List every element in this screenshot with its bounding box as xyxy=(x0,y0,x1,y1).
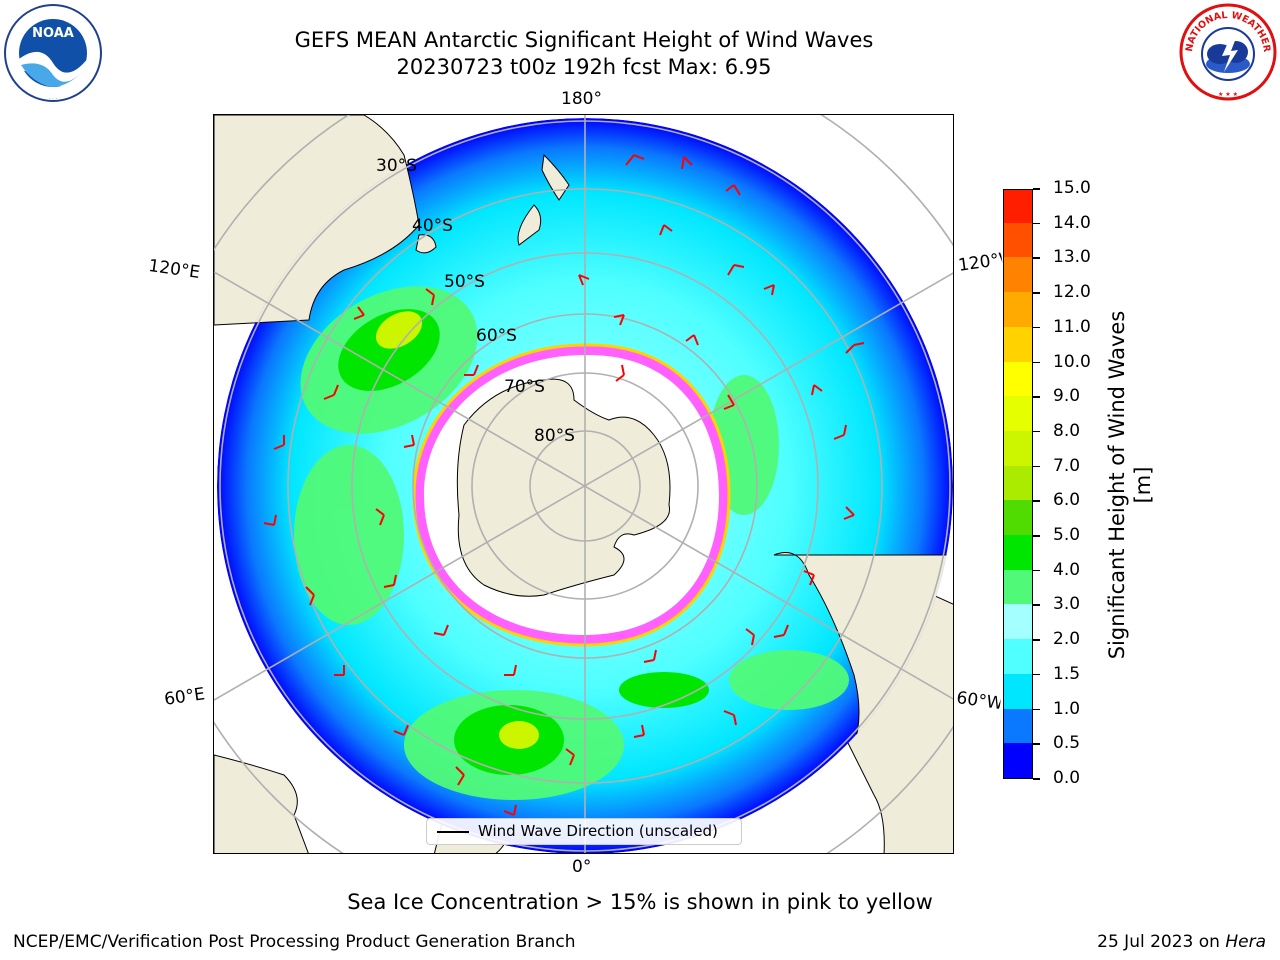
generation-timestamp: 25 Jul 2023 on Hera xyxy=(1097,932,1266,952)
colorbar-tick-label: 15.0 xyxy=(1053,178,1091,198)
colorbar-segment xyxy=(1004,222,1032,258)
colorbar-segment xyxy=(1004,743,1032,778)
colorbar-tick xyxy=(1033,222,1040,225)
colorbar-tick xyxy=(1033,673,1040,676)
colorbar-tick-label: 5.0 xyxy=(1053,525,1081,546)
colorbar-tick-label: 2.0 xyxy=(1053,629,1081,650)
colorbar-tick xyxy=(1033,639,1040,641)
lon-label-0: 0° xyxy=(572,857,592,877)
colorbar-tick xyxy=(1033,535,1040,537)
colorbar-segment xyxy=(1004,673,1032,709)
colorbar-tick-label: 9.0 xyxy=(1053,386,1081,407)
map-title: GEFS MEAN Antarctic Significant Height o… xyxy=(294,28,874,52)
colorbar-tick-label: 0.0 xyxy=(1053,768,1081,788)
producer-credit: NCEP/EMC/Verification Post Processing Pr… xyxy=(13,932,576,952)
colorbar-tick xyxy=(1033,465,1040,468)
map-subtitle: 20230723 t00z 192h fcst Max: 6.95 xyxy=(396,55,772,79)
sea-ice-caption: Sea Ice Concentration > 15% is shown in … xyxy=(347,890,933,914)
colorbar-segment xyxy=(1004,257,1032,293)
lon-label-180: 180° xyxy=(561,89,602,109)
svg-text:★ ★ ★: ★ ★ ★ xyxy=(1218,91,1238,98)
legend-line-icon xyxy=(437,831,469,833)
svg-text:· · ·: · · · xyxy=(49,96,57,102)
new-zealand xyxy=(517,153,570,246)
antarctica xyxy=(456,378,671,597)
colorbar-segment xyxy=(1004,465,1032,501)
colorbar-segment xyxy=(1004,500,1032,536)
colorbar-segment xyxy=(1004,190,1032,223)
colorbar-segment xyxy=(1004,604,1032,640)
wave-6-7m-region xyxy=(375,311,539,749)
colorbar-tick xyxy=(1033,361,1040,364)
colorbar-tick xyxy=(1033,708,1040,711)
colorbar-segment xyxy=(1004,569,1032,605)
map-legend: Wind Wave Direction (unscaled) xyxy=(426,818,742,845)
colorbar-tick xyxy=(1033,396,1040,398)
colorbar-title: Significant Height of Wind Waves [m] xyxy=(1105,310,1155,660)
national-weather-service-logo: NATIONAL WEATHER SERVICE ★ ★ ★ xyxy=(1174,0,1278,102)
colorbar-segment xyxy=(1004,430,1032,466)
host-name: Hera xyxy=(1225,932,1266,952)
colorbar-tick-label: 13.0 xyxy=(1053,247,1091,268)
lat-label-60s: 60°S xyxy=(476,326,517,346)
colorbar-segment xyxy=(1004,708,1032,744)
colorbar-tick-label: 8.0 xyxy=(1053,420,1081,441)
colorbar-segment xyxy=(1004,361,1032,397)
colorbar-tick xyxy=(1033,326,1040,329)
lon-label-60e: 60°E xyxy=(163,684,207,710)
colorbar-tick-label: 7.0 xyxy=(1053,455,1081,476)
lat-label-80s: 80°S xyxy=(534,426,575,446)
colorbar-tick xyxy=(1033,257,1040,259)
colorbar-segment xyxy=(1004,638,1032,674)
lat-label-70s: 70°S xyxy=(504,377,545,397)
colorbar-segment xyxy=(1004,534,1032,570)
generation-date: 25 Jul 2023 on xyxy=(1097,932,1226,952)
colorbar-segment xyxy=(1004,326,1032,362)
colorbar-segment xyxy=(1004,291,1032,327)
lon-label-120e: 120°E xyxy=(147,256,202,284)
colorbar-tick-label: 4.0 xyxy=(1053,559,1081,580)
noaa-wordmark: NOAA xyxy=(32,26,74,41)
noaa-logo: NOAA · · · xyxy=(3,3,103,103)
antarctic-wave-map: 30°S 40°S 50°S 60°S 70°S 80°S xyxy=(213,114,954,854)
lat-label-50s: 50°S xyxy=(444,272,485,292)
legend-label: Wind Wave Direction (unscaled) xyxy=(478,822,718,840)
colorbar-tick xyxy=(1033,569,1040,572)
colorbar-tick-label: 12.0 xyxy=(1053,282,1091,303)
colorbar-tick-label: 6.0 xyxy=(1053,490,1081,511)
colorbar-tick xyxy=(1033,188,1040,190)
lon-label-120w: 120°W xyxy=(957,249,1004,276)
graticule xyxy=(214,115,953,853)
colorbar-tick xyxy=(1033,500,1040,502)
colorbar xyxy=(1003,189,1033,779)
colorbar-tick-label: 1.0 xyxy=(1053,698,1081,719)
colorbar-tick xyxy=(1033,604,1040,606)
colorbar-tick-label: 3.0 xyxy=(1053,594,1081,615)
lat-label-30s: 30°S xyxy=(376,156,417,176)
colorbar-tick-label: 11.0 xyxy=(1053,316,1091,337)
colorbar-tick-label: 10.0 xyxy=(1053,351,1091,372)
colorbar-tick xyxy=(1033,778,1040,780)
lon-label-60w: 60°W xyxy=(955,688,1002,714)
colorbar-tick xyxy=(1033,292,1040,294)
lat-label-40s: 40°S xyxy=(412,216,453,236)
colorbar-tick-label: 0.5 xyxy=(1053,733,1081,754)
colorbar-tick xyxy=(1033,743,1040,745)
colorbar-tick-label: 14.0 xyxy=(1053,212,1091,233)
tasmania xyxy=(415,234,437,254)
colorbar-tick xyxy=(1033,430,1040,433)
colorbar-segment xyxy=(1004,395,1032,431)
colorbar-tick-label: 1.5 xyxy=(1053,663,1081,684)
wind-wave-arrows xyxy=(263,154,865,816)
